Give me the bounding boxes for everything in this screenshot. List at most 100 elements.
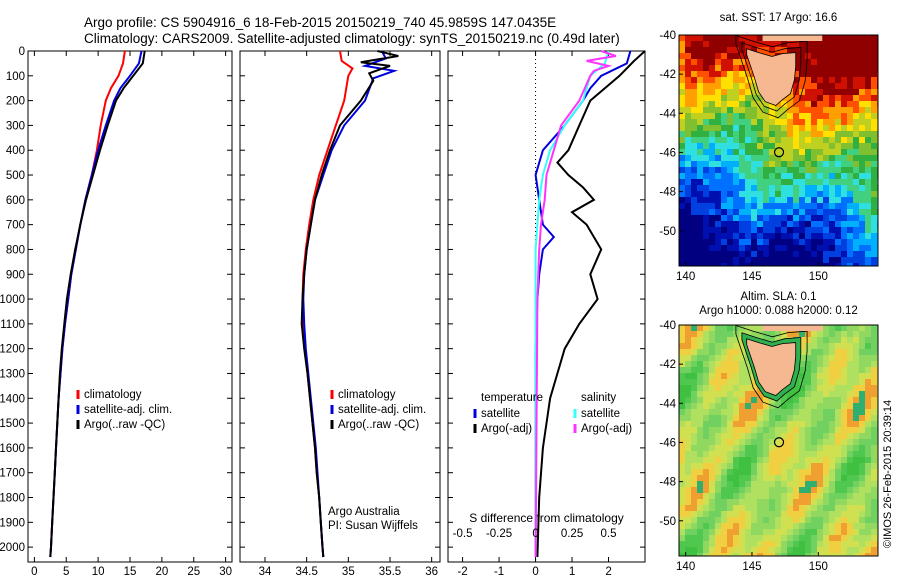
map-cell — [763, 233, 770, 240]
map-cell — [817, 95, 824, 102]
map-cell — [847, 553, 854, 556]
map-cell — [751, 227, 758, 234]
map-cell — [811, 517, 818, 524]
map-cell — [775, 415, 782, 422]
map-cell — [703, 41, 710, 48]
map-cell — [859, 143, 866, 150]
map-cell — [715, 203, 722, 210]
map-cell — [859, 427, 866, 434]
map-cell — [733, 355, 740, 362]
map-cell — [751, 215, 758, 222]
map-cell — [817, 409, 824, 416]
map-cell — [709, 179, 716, 186]
map-cell — [727, 155, 734, 162]
map-cell — [781, 251, 788, 258]
map-cell — [865, 77, 872, 84]
map-cell — [829, 409, 836, 416]
map-cell — [739, 179, 746, 186]
y-tick-label: 900 — [6, 269, 25, 281]
map-cell — [805, 143, 812, 150]
map-cell — [853, 179, 860, 186]
map-cell — [829, 355, 836, 362]
map-cell — [697, 337, 704, 344]
map-cell — [685, 101, 692, 108]
map-cell — [817, 179, 824, 186]
map-cell — [679, 391, 686, 398]
map-cell — [733, 547, 740, 554]
map-cell — [751, 493, 758, 500]
map-cell — [697, 185, 704, 192]
map-cell — [685, 541, 692, 548]
map-cell — [739, 493, 746, 500]
map-cell — [685, 547, 692, 554]
map-cell — [715, 101, 722, 108]
map-cell — [715, 35, 722, 42]
map-cell — [787, 421, 794, 428]
x-tick-top-label: 0.25 — [561, 528, 583, 540]
map-cell — [871, 83, 878, 90]
map-cell — [763, 427, 770, 434]
map-cell — [703, 499, 710, 506]
map-cell — [805, 439, 812, 446]
map-cell — [733, 403, 740, 410]
map-cell — [787, 221, 794, 228]
map-cell — [781, 463, 788, 470]
map-cell — [685, 391, 692, 398]
map-cell — [841, 349, 848, 356]
map-cell — [793, 185, 800, 192]
map-cell — [709, 155, 716, 162]
map-cell — [799, 337, 806, 344]
map-cell — [799, 535, 806, 542]
map-cell — [745, 167, 752, 174]
map-cell — [775, 505, 782, 512]
map-cell — [799, 499, 806, 506]
map-cell — [703, 517, 710, 524]
map-cell — [739, 469, 746, 476]
map-cell — [685, 373, 692, 380]
map-cell — [805, 511, 812, 518]
map-cell — [853, 197, 860, 204]
map-cell — [793, 469, 800, 476]
map-cell — [871, 149, 878, 156]
y-tick-label: 1000 — [0, 294, 25, 306]
map-cell — [835, 71, 842, 78]
map-cell — [679, 83, 686, 90]
map-cell — [775, 215, 782, 222]
map-cell — [709, 197, 716, 204]
map-cell — [685, 155, 692, 162]
map-cell — [727, 373, 734, 380]
y-tick-label: 600 — [6, 195, 25, 207]
map-cell — [871, 499, 878, 506]
map-cell — [727, 125, 734, 132]
map-cell — [823, 427, 830, 434]
map-cell — [685, 233, 692, 240]
map-cell — [703, 89, 710, 96]
map-cell — [829, 263, 836, 266]
map-cell — [793, 397, 800, 404]
map-cell — [841, 53, 848, 60]
map-cell — [721, 415, 728, 422]
map-cell — [733, 517, 740, 524]
map-cell — [709, 385, 716, 392]
map-cell — [817, 547, 824, 554]
map-cell — [781, 415, 788, 422]
map-cell — [847, 251, 854, 258]
map-cell — [859, 391, 866, 398]
map-cell — [865, 535, 872, 542]
map-cell — [733, 361, 740, 368]
map-cell — [775, 487, 782, 494]
map-cell — [835, 373, 842, 380]
map-cell — [739, 155, 746, 162]
map-cell — [733, 263, 740, 266]
map-cell — [829, 367, 836, 374]
map-cell — [835, 59, 842, 66]
map-cell — [811, 481, 818, 488]
map-cell — [763, 505, 770, 512]
map-cell — [691, 553, 698, 556]
map-cell — [763, 125, 770, 132]
map-cell — [679, 427, 686, 434]
map-cell — [691, 149, 698, 156]
map-cell — [721, 203, 728, 210]
map-cell — [865, 379, 872, 386]
